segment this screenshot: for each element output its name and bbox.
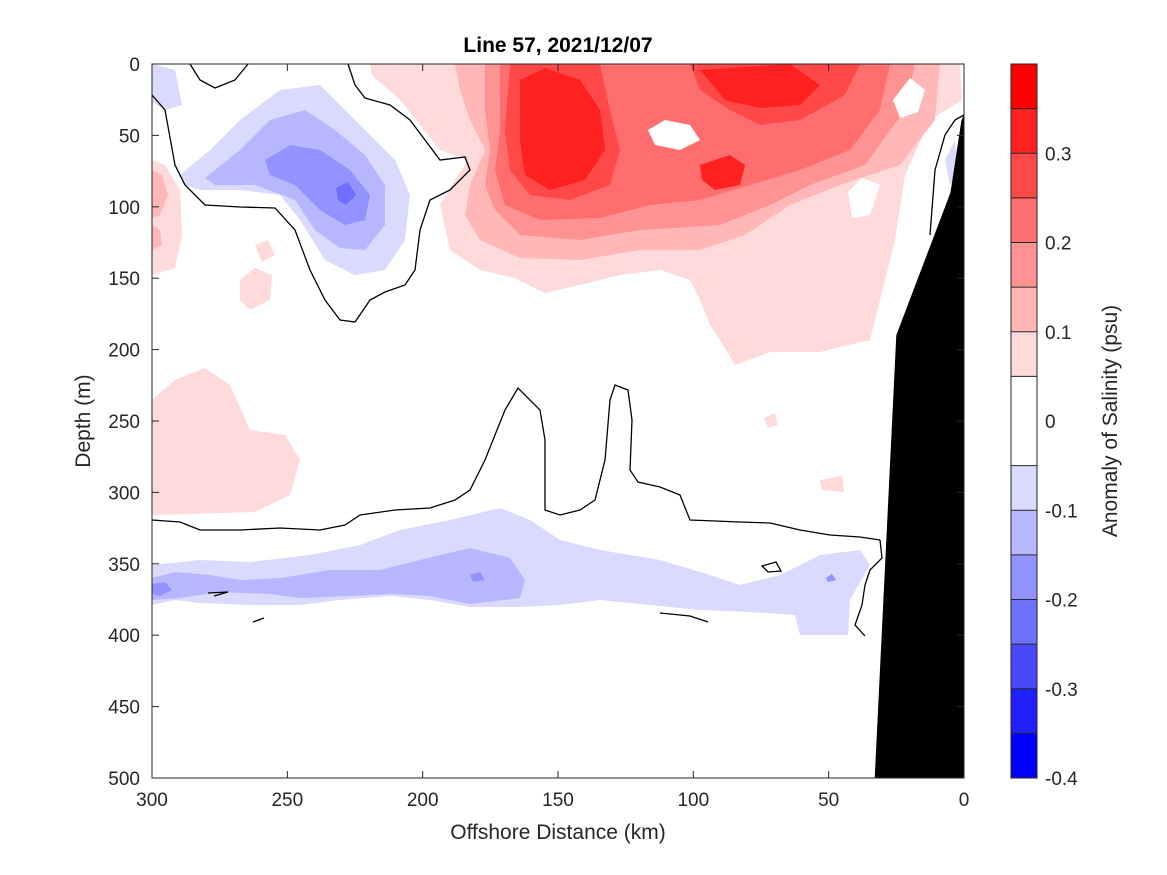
bathymetry-shading (874, 114, 964, 778)
zero-contour-line-7 (252, 617, 265, 623)
colorbar-swatch (1011, 599, 1037, 645)
contour-hole-3 (848, 178, 880, 218)
contour-fill-pos-6b (700, 64, 820, 108)
x-tick-label: 100 (677, 790, 709, 811)
contour-fill-neg-deep-2 (152, 548, 525, 604)
contour-fills (152, 64, 962, 635)
contour-fill-neg-deep-5 (826, 574, 836, 582)
colorbar-swatch (1011, 331, 1037, 377)
x-tick-label: 200 (407, 790, 439, 811)
x-tick-label: 250 (271, 790, 303, 811)
contour-hole-1 (648, 120, 700, 150)
y-tick-label: 0 (129, 55, 140, 76)
colorbar-swatch (1011, 287, 1037, 332)
colorbar-swatch (1011, 153, 1037, 198)
contour-fill-pos-6 (520, 68, 605, 190)
colorbar-swatch (1011, 644, 1037, 689)
colorbar-tick-label: 0 (1045, 412, 1056, 433)
x-axis: 300 250 200 150 100 50 0 (136, 64, 969, 811)
colorbar-tick-label: 0.2 (1045, 234, 1071, 255)
x-tick-label: 0 (959, 790, 970, 811)
contour-fill-pos-left3 (152, 225, 162, 250)
zero-contour-line-8 (659, 612, 709, 623)
y-tick-label: 450 (108, 698, 140, 719)
zero-contour-line-6 (207, 591, 229, 597)
y-tick-label: 300 (108, 483, 140, 504)
plot-area (151, 63, 965, 779)
y-tick-label: 250 (108, 412, 140, 433)
colorbar-swatch (1011, 64, 1037, 109)
contour-fill-pos-small2 (240, 268, 272, 310)
colorbar-swatch (1011, 733, 1037, 778)
zero-contour-line-9 (929, 114, 965, 236)
x-axis-label: Offshore Distance (km) (450, 821, 666, 844)
colorbar-tick-label: -0.2 (1045, 591, 1078, 612)
zero-contour-line-5 (760, 561, 783, 573)
contour-fill-neg-deep-3 (152, 582, 172, 596)
zero-contour-line-3 (151, 384, 881, 541)
colorbar-frame (1010, 63, 1038, 779)
colorbar-swatch (1011, 465, 1037, 511)
colorbar-swatch (1011, 242, 1037, 288)
y-tick-label: 350 (108, 555, 140, 576)
y-tick-label: 500 (108, 769, 140, 790)
colorbar-swatch (1011, 108, 1037, 154)
colorbar-swatch (1011, 554, 1037, 600)
contour-fill-neg-deep-4 (470, 572, 485, 582)
contour-fill-neg-4 (265, 145, 370, 225)
contour-fill-pos-left2 (152, 170, 168, 218)
zero-contour-line-2 (151, 63, 471, 323)
y-tick-label: 200 (108, 341, 140, 362)
contour-fill-pos-mid (152, 368, 300, 515)
x-tick-label: 50 (818, 790, 839, 811)
y-tick-label: 100 (108, 198, 140, 219)
y-tick-label: 400 (108, 626, 140, 647)
x-tick-label: 150 (542, 790, 574, 811)
zero-contour-line-1 (189, 63, 249, 89)
y-tick-label: 150 (108, 269, 140, 290)
colorbar-label: Anomaly of Salinity (psu) (1099, 305, 1122, 537)
contour-fill-pos-tiny1 (764, 413, 778, 428)
contour-hole-2 (893, 78, 925, 118)
y-axis: 0 50 100 150 200 250 300 350 400 450 500 (108, 55, 964, 790)
colorbar: 0.3 0.2 0.1 0 -0.1 -0.2 -0.3 -0.4 (1010, 63, 1078, 790)
contour-fill-pos-tiny2 (820, 476, 844, 492)
contour-fill-pos-6c (700, 155, 745, 190)
zero-contour-lines (151, 63, 965, 637)
colorbar-swatch (1011, 510, 1037, 555)
contour-fill-pos-small1 (255, 240, 275, 262)
x-tick-label: 300 (136, 790, 168, 811)
y-tick-label: 50 (119, 126, 140, 147)
colorbar-tick-label: 0.1 (1045, 323, 1071, 344)
contour-fill-neg-1 (152, 64, 182, 110)
colorbar-swatch (1011, 197, 1037, 243)
colorbar-tick-label: -0.1 (1045, 501, 1078, 522)
colorbar-tick-label: -0.3 (1045, 680, 1078, 701)
colorbar-swatch (1011, 688, 1037, 734)
colorbar-swatch (1011, 376, 1037, 466)
chart-title: Line 57, 2021/12/07 (463, 34, 652, 57)
colorbar-tick-label: 0.3 (1045, 144, 1071, 165)
zero-contour-line-4 (854, 539, 883, 637)
y-axis-label: Depth (m) (72, 374, 95, 467)
colorbar-tick-label: -0.4 (1045, 769, 1078, 790)
contour-fill-neg-5 (336, 182, 356, 205)
